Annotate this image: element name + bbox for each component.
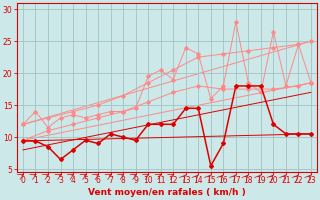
X-axis label: Vent moyen/en rafales ( km/h ): Vent moyen/en rafales ( km/h ) [88,188,246,197]
